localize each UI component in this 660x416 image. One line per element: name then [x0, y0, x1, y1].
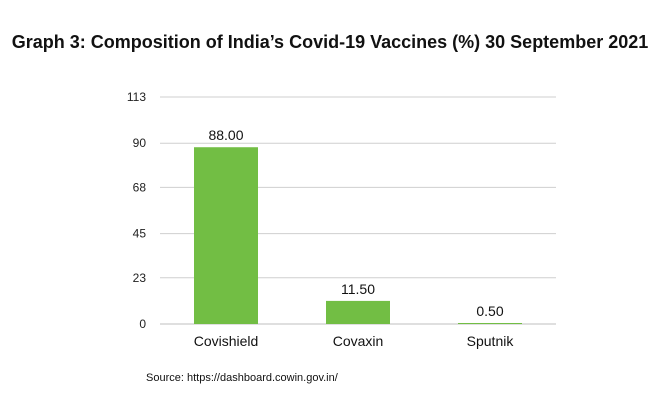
y-tick-label: 113	[127, 90, 146, 104]
data-labels: 88.00 11.50 0.50	[208, 127, 503, 319]
bar-covaxin	[326, 300, 390, 324]
bars	[194, 147, 522, 324]
data-label-covaxin: 11.50	[341, 281, 375, 297]
y-tick-label: 45	[133, 227, 147, 241]
category-label-sputnik: Sputnik	[467, 333, 515, 349]
category-label-covaxin: Covaxin	[333, 333, 384, 349]
source-note: Source: https://dashboard.cowin.gov.in/	[146, 372, 338, 384]
y-tick-label: 68	[133, 180, 147, 194]
chart-title: Graph 3: Composition of India’s Covid-19…	[11, 32, 649, 52]
bar-covishield	[194, 147, 258, 324]
y-tick-label: 90	[133, 136, 147, 150]
bar-sputnik	[458, 322, 522, 324]
y-axis-ticks: 0 23 45 68 90 113	[127, 90, 146, 331]
data-label-sputnik: 0.50	[476, 303, 503, 319]
category-label-covishield: Covishield	[194, 333, 259, 349]
y-tick-label: 0	[139, 317, 146, 331]
data-label-covishield: 88.00	[208, 127, 243, 143]
y-tick-label: 23	[133, 271, 147, 285]
category-labels: Covishield Covaxin Sputnik	[194, 333, 515, 349]
